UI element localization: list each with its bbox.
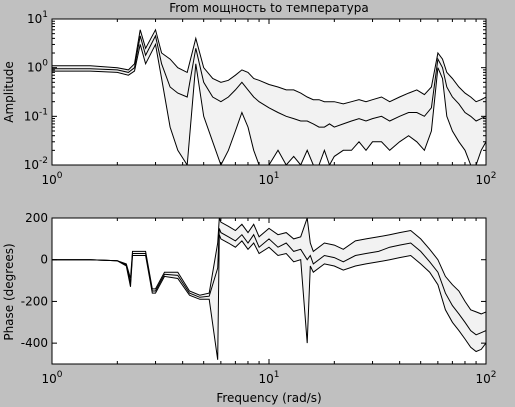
frequency-axis-label: Frequency (rad/s) bbox=[216, 391, 321, 405]
amplitude-x-tick-label: 100 bbox=[41, 171, 62, 187]
chart-title: From мощность to температура bbox=[169, 1, 368, 15]
phase-series-line-3 bbox=[52, 234, 486, 360]
phase-y-tick-label: -400 bbox=[21, 336, 48, 350]
amplitude-x-tick-label: 101 bbox=[258, 171, 279, 187]
phase-axis-label: Phase (degrees) bbox=[2, 243, 16, 340]
amplitude-series-line-3 bbox=[52, 42, 486, 165]
phase-x-tick-label: 101 bbox=[258, 370, 279, 386]
phase-y-tick-label: 0 bbox=[40, 253, 48, 267]
phase-y-tick-label: -200 bbox=[21, 294, 48, 308]
amplitude-y-tick-label: 10-1 bbox=[24, 107, 48, 123]
phase-confidence-band bbox=[52, 218, 486, 360]
amplitude-axis-label: Amplitude bbox=[2, 61, 16, 123]
amplitude-axes: 100 101 102 10-2 10-1 100 101 bbox=[24, 10, 497, 187]
phase-series-line-2 bbox=[52, 228, 486, 336]
phase-axes: 100 101 102 -400 -200 0 200 bbox=[21, 211, 497, 386]
amplitude-x-tick-label: 102 bbox=[475, 171, 496, 187]
amplitude-y-tick-label: 100 bbox=[27, 59, 48, 75]
amplitude-series-line-2 bbox=[52, 34, 486, 128]
phase-series-line-1 bbox=[52, 218, 486, 315]
amplitude-y-tick-label: 10-2 bbox=[24, 156, 48, 172]
amplitude-confidence-band bbox=[52, 29, 486, 165]
amplitude-series-line-1 bbox=[52, 28, 486, 105]
phase-x-tick-label: 102 bbox=[475, 370, 496, 386]
phase-x-tick-label: 100 bbox=[41, 370, 62, 386]
amplitude-y-tick-label: 101 bbox=[27, 10, 48, 26]
phase-y-tick-label: 200 bbox=[25, 211, 48, 225]
